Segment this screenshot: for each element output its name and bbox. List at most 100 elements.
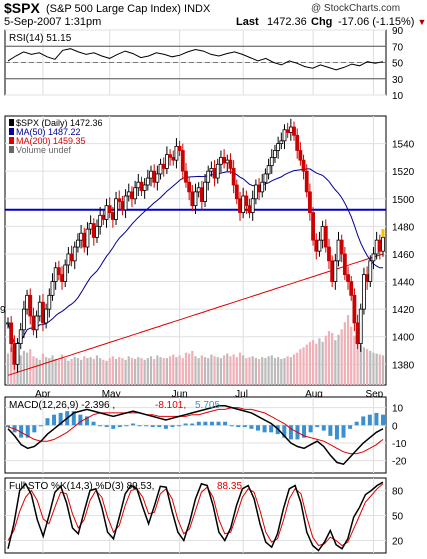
price-tick-label: 1400 bbox=[392, 333, 415, 344]
candle-body bbox=[365, 274, 370, 282]
candle-body bbox=[107, 205, 112, 213]
candle-body bbox=[295, 134, 300, 151]
candle-body bbox=[47, 294, 52, 310]
volume-bar bbox=[153, 358, 156, 385]
volume-bar bbox=[318, 338, 321, 385]
volume-bar bbox=[127, 356, 130, 385]
price-tick-label: 1460 bbox=[392, 250, 415, 261]
price-tick-label: 1480 bbox=[392, 222, 415, 233]
candle-body bbox=[323, 225, 328, 248]
candle-body bbox=[231, 168, 236, 186]
chg-value: -17.06 (-1.15%) ▼ bbox=[338, 17, 426, 28]
volume-bar bbox=[168, 356, 172, 385]
candle-body bbox=[37, 301, 42, 317]
macd-histogram-bar bbox=[223, 421, 228, 426]
candle-body bbox=[123, 195, 128, 211]
date-label: 5-Sep-2007 1:31pm bbox=[4, 16, 102, 28]
volume-bar bbox=[48, 358, 51, 385]
candle-body bbox=[288, 126, 293, 133]
chg-label: Chg bbox=[311, 16, 333, 28]
candle-body bbox=[152, 170, 157, 183]
volume-bar bbox=[302, 347, 305, 385]
volume-bar bbox=[340, 329, 343, 385]
macd-histogram-bar bbox=[282, 425, 287, 438]
candle-body bbox=[190, 191, 195, 207]
macd-histogram-bar bbox=[32, 425, 37, 433]
macd-histogram-bar bbox=[177, 425, 182, 427]
candle-body bbox=[120, 201, 125, 211]
candle-body bbox=[222, 156, 227, 164]
candle-body bbox=[349, 281, 354, 296]
candle-body bbox=[142, 184, 147, 191]
symbol-label: $SPX bbox=[4, 0, 40, 16]
macd-histogram-bar bbox=[91, 421, 96, 426]
candle-body bbox=[238, 198, 242, 213]
candle-body bbox=[276, 143, 281, 151]
candle-body bbox=[6, 322, 10, 325]
volume-bar bbox=[92, 358, 95, 385]
price-legend-entry: $SPX (Daily) 1472.36 bbox=[16, 118, 103, 128]
candle-body bbox=[158, 163, 163, 175]
macd-histogram-bar bbox=[334, 425, 339, 440]
macd-histogram-bar bbox=[302, 425, 307, 438]
candle-body bbox=[381, 236, 385, 252]
candle-body bbox=[117, 198, 122, 202]
volume-bar bbox=[356, 340, 359, 385]
volume-bar bbox=[6, 353, 10, 385]
sto-tick-label: 20 bbox=[392, 537, 404, 548]
volume-bar bbox=[248, 357, 251, 385]
candle-body bbox=[209, 168, 214, 172]
macd-histogram-bar bbox=[341, 425, 346, 438]
candle-body bbox=[104, 205, 109, 220]
candle-body bbox=[304, 170, 309, 193]
down-arrow-icon: ▼ bbox=[417, 17, 427, 27]
candle-body bbox=[355, 322, 360, 345]
volume-bar bbox=[273, 358, 277, 385]
volume-bar bbox=[67, 360, 70, 385]
volume-bar bbox=[232, 354, 235, 385]
volume-bar bbox=[289, 357, 292, 385]
macd-legend-name: MACD(12,26,9) -2.396 , bbox=[9, 400, 115, 411]
volume-bar bbox=[89, 357, 92, 385]
macd-histogram-bar bbox=[150, 425, 155, 428]
candle-body bbox=[31, 315, 36, 331]
candle-body bbox=[98, 214, 103, 227]
volume-bar bbox=[337, 334, 340, 385]
macd-histogram-bar bbox=[256, 425, 260, 431]
volume-bar bbox=[165, 358, 169, 385]
candle-body bbox=[101, 214, 106, 220]
candle-body bbox=[114, 198, 118, 220]
macd-legend-hist: 5.705 bbox=[195, 400, 220, 411]
candle-body bbox=[311, 212, 315, 241]
volume-bar bbox=[118, 357, 121, 385]
price-legend-entry: MA(200) 1459.35 bbox=[16, 136, 86, 146]
volume-bar bbox=[54, 358, 57, 385]
x-axis-label: Jun bbox=[172, 389, 188, 400]
macd-histogram-bar bbox=[84, 416, 89, 426]
candle-body bbox=[342, 253, 347, 276]
candle-body bbox=[273, 150, 277, 158]
volume-bar bbox=[257, 358, 261, 385]
candle-body bbox=[88, 223, 93, 230]
macd-histogram-bar bbox=[242, 425, 247, 428]
rsi-line bbox=[7, 48, 384, 71]
volume-bar bbox=[51, 355, 54, 385]
price-tick-label: 1420 bbox=[392, 305, 415, 316]
x-axis-label: Jul bbox=[235, 389, 248, 400]
candle-body bbox=[66, 253, 71, 266]
volume-bar bbox=[156, 355, 159, 385]
candle-body bbox=[18, 329, 23, 345]
volume-bar bbox=[350, 326, 353, 385]
macd-tick-label: 0 bbox=[392, 421, 398, 432]
candle-body bbox=[203, 181, 207, 202]
legend-swatch bbox=[9, 128, 14, 135]
volume-bar bbox=[235, 357, 238, 385]
candle-body bbox=[130, 191, 134, 200]
candle-body bbox=[9, 322, 14, 345]
volume-bar bbox=[203, 357, 207, 385]
volume-bar bbox=[372, 352, 375, 385]
candle-body bbox=[263, 173, 268, 183]
candle-body bbox=[85, 228, 90, 248]
volume-bar bbox=[242, 355, 245, 385]
candle-body bbox=[199, 187, 204, 202]
